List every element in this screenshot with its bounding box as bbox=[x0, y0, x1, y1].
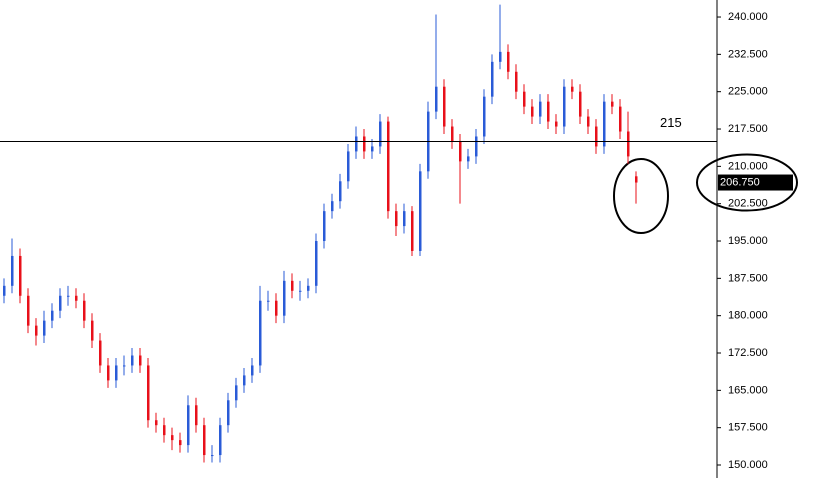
ohlc-body bbox=[203, 425, 206, 456]
ohlc-body bbox=[267, 300, 270, 302]
ohlc-body bbox=[307, 285, 310, 291]
ohlc-body bbox=[579, 91, 582, 117]
ohlc-body bbox=[283, 280, 286, 316]
ohlc-body bbox=[483, 96, 486, 137]
ohlc-body bbox=[187, 405, 190, 446]
ohlc-body bbox=[379, 121, 382, 147]
y-tick-label: 187.500 bbox=[728, 272, 768, 284]
y-tick-label: 210.000 bbox=[728, 160, 768, 172]
ohlc-body bbox=[539, 101, 542, 117]
ohlc-body bbox=[27, 295, 30, 326]
ohlc-body bbox=[451, 126, 454, 142]
level-label: 215 bbox=[660, 115, 682, 130]
ohlc-body bbox=[339, 181, 342, 202]
y-tick-label: 157.500 bbox=[728, 422, 768, 434]
ohlc-body bbox=[595, 126, 598, 147]
y-tick-label: 180.000 bbox=[728, 310, 768, 322]
ohlc-body bbox=[491, 61, 494, 97]
ohlc-body bbox=[323, 211, 326, 242]
ohlc-body bbox=[147, 365, 150, 421]
ohlc-body bbox=[131, 355, 134, 366]
ohlc-body bbox=[371, 146, 374, 152]
ohlc-body bbox=[331, 201, 334, 212]
ohlc-body bbox=[347, 151, 350, 182]
y-tick-label: 232.500 bbox=[728, 48, 768, 60]
ohlc-body bbox=[507, 51, 510, 72]
ohlc-body bbox=[411, 211, 414, 251]
ohlc-body bbox=[627, 131, 630, 157]
ohlc-body bbox=[171, 435, 174, 441]
ohlc-body bbox=[611, 101, 614, 107]
annotation-ellipse bbox=[696, 153, 798, 212]
ohlc-body bbox=[123, 365, 126, 367]
ohlc-body bbox=[635, 176, 638, 183]
annotation-circle bbox=[613, 158, 669, 234]
y-tick-label: 202.500 bbox=[728, 198, 768, 210]
y-tick-label: 195.000 bbox=[728, 235, 768, 247]
ohlc-body bbox=[75, 295, 78, 301]
y-tick-label: 240.000 bbox=[728, 11, 768, 23]
ohlc-body bbox=[315, 241, 318, 286]
ohlc-body bbox=[227, 400, 230, 426]
y-tick-label: 172.500 bbox=[728, 347, 768, 359]
ohlc-body bbox=[531, 106, 534, 117]
ohlc-body bbox=[235, 385, 238, 401]
y-tick-label: 150.000 bbox=[728, 459, 768, 471]
ohlc-body bbox=[547, 101, 550, 122]
ohlc-body bbox=[467, 156, 470, 162]
last-price-label: 206.750 bbox=[720, 176, 760, 188]
ohlc-body bbox=[563, 86, 566, 127]
ohlc-body bbox=[195, 405, 198, 426]
ohlc-body bbox=[251, 365, 254, 376]
ohlc-body bbox=[243, 375, 246, 386]
ohlc-body bbox=[387, 121, 390, 212]
ohlc-body bbox=[11, 255, 14, 286]
ohlc-body bbox=[555, 121, 558, 127]
ohlc-body bbox=[275, 300, 278, 316]
y-tick-label: 225.000 bbox=[728, 86, 768, 98]
ohlc-body bbox=[619, 106, 622, 132]
ohlc-body bbox=[403, 211, 406, 227]
ohlc-body bbox=[523, 91, 526, 107]
ohlc-body bbox=[3, 285, 6, 296]
ohlc-body bbox=[395, 211, 398, 227]
ohlc-body bbox=[219, 425, 222, 456]
ohlc-body bbox=[139, 355, 142, 366]
ohlc-body bbox=[355, 136, 358, 152]
y-tick-label: 217.500 bbox=[728, 123, 768, 135]
ohlc-body bbox=[299, 290, 302, 292]
ohlc-body bbox=[211, 455, 214, 457]
ohlc-body bbox=[59, 295, 62, 311]
ohlc-body bbox=[51, 310, 54, 321]
ohlc-body bbox=[419, 171, 422, 251]
ohlc-body bbox=[67, 295, 70, 297]
ohlc-body bbox=[435, 86, 438, 112]
ohlc-body bbox=[99, 340, 102, 366]
ohlc-body bbox=[475, 136, 478, 157]
ohlc-body bbox=[163, 425, 166, 436]
ohlc-body bbox=[291, 280, 294, 291]
ohlc-body bbox=[155, 420, 158, 426]
y-tick-label: 165.000 bbox=[728, 384, 768, 396]
ohlc-body bbox=[35, 325, 38, 336]
ohlc-body bbox=[107, 365, 110, 381]
ohlc-body bbox=[19, 255, 22, 296]
ohlc-body bbox=[603, 101, 606, 147]
ohlc-body bbox=[259, 300, 262, 366]
ohlc-body bbox=[83, 300, 86, 321]
ohlc-body bbox=[499, 51, 502, 62]
ohlc-body bbox=[43, 320, 46, 336]
ohlc-body bbox=[515, 71, 518, 92]
last-price-box bbox=[718, 174, 793, 191]
ohlc-body bbox=[587, 116, 590, 127]
ohlc-body bbox=[115, 365, 118, 381]
ohlc-body bbox=[179, 440, 182, 446]
ohlc-body bbox=[443, 86, 446, 127]
ohlc-body bbox=[459, 141, 462, 162]
ohlc-body bbox=[571, 86, 574, 92]
ohlc-body bbox=[363, 136, 366, 152]
ohlc-body bbox=[91, 320, 94, 341]
